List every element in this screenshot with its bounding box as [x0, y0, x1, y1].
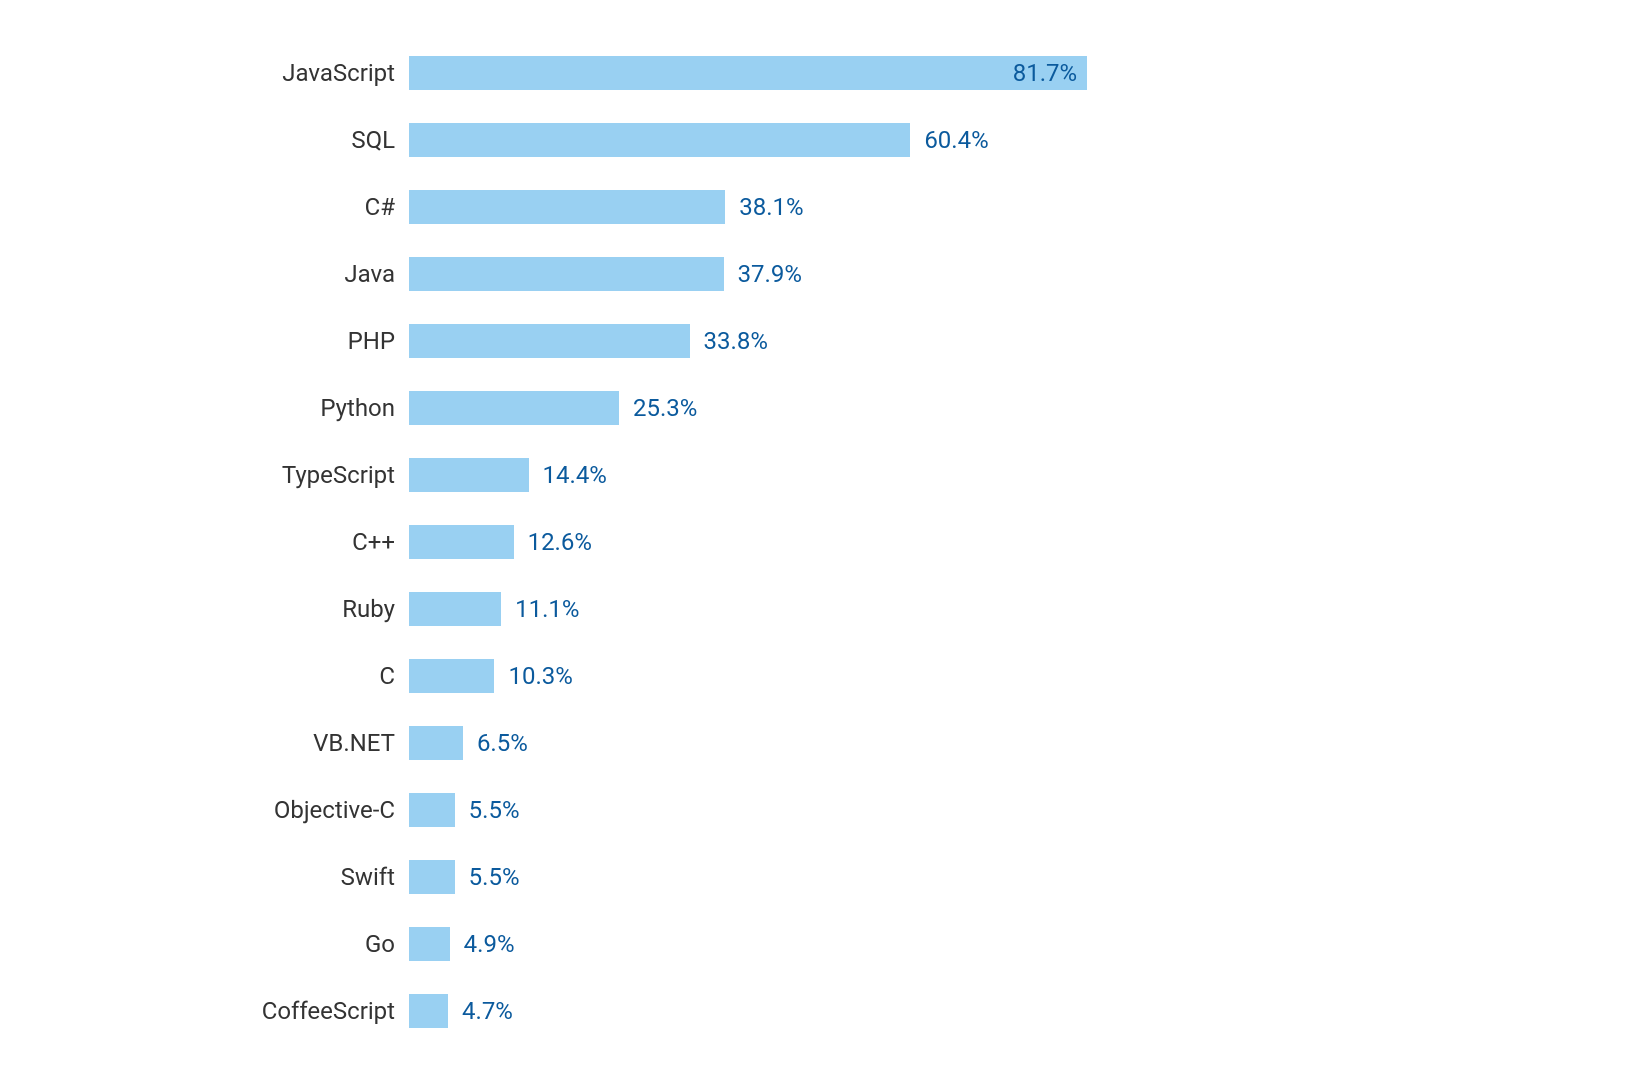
bar	[409, 525, 514, 559]
category-label: CoffeeScript	[60, 999, 409, 1023]
category-label: C	[60, 664, 409, 688]
category-label: TypeScript	[60, 463, 409, 487]
bar-track: 5.5%	[409, 860, 1570, 894]
value-label: 4.9%	[464, 932, 515, 956]
bar	[409, 860, 455, 894]
bar	[409, 324, 690, 358]
bar	[409, 659, 494, 693]
value-label: 6.5%	[477, 731, 528, 755]
bar	[409, 592, 501, 626]
bar	[409, 793, 455, 827]
bar-row: Objective-C 5.5%	[60, 776, 1570, 843]
bar-row: Ruby 11.1%	[60, 576, 1570, 643]
bar-track: 37.9%	[409, 257, 1570, 291]
value-label: 4.7%	[462, 999, 513, 1023]
bar-track: 12.6%	[409, 525, 1570, 559]
value-label: 5.5%	[469, 865, 520, 889]
category-label: JavaScript	[60, 61, 409, 85]
value-label: 60.4%	[924, 128, 988, 152]
category-label: SQL	[60, 128, 409, 152]
value-label: 37.9%	[738, 262, 802, 286]
horizontal-bar-chart: JavaScript 81.7% SQL 60.4% C# 38.1% Java 37.9% P…	[60, 40, 1570, 1044]
bar-track: 11.1%	[409, 592, 1570, 626]
bar	[409, 190, 725, 224]
bar-row: TypeScript 14.4%	[60, 442, 1570, 509]
bar-track: 38.1%	[409, 190, 1570, 224]
bar	[409, 391, 619, 425]
value-label: 33.8%	[704, 329, 768, 353]
bar-track: 25.3%	[409, 391, 1570, 425]
category-label: PHP	[60, 329, 409, 353]
chart-container: JavaScript 81.7% SQL 60.4% C# 38.1% Java 37.9% P…	[0, 0, 1630, 1084]
bar-row: Swift 5.5%	[60, 843, 1570, 910]
bar-row: Go 4.9%	[60, 910, 1570, 977]
bar-track: 5.5%	[409, 793, 1570, 827]
bar-track: 33.8%	[409, 324, 1570, 358]
bar	[409, 123, 910, 157]
bar-track: 4.7%	[409, 994, 1570, 1028]
category-label: Ruby	[60, 597, 409, 621]
bar-track: 10.3%	[409, 659, 1570, 693]
bar-row: PHP 33.8%	[60, 308, 1570, 375]
category-label: Python	[60, 396, 409, 420]
bar-row: VB.NET 6.5%	[60, 709, 1570, 776]
category-label: VB.NET	[60, 731, 409, 755]
bar	[409, 458, 529, 492]
bar	[409, 726, 463, 760]
value-label: 81.7%	[1013, 61, 1077, 85]
bar	[409, 257, 724, 291]
value-label: 11.1%	[515, 597, 579, 621]
value-label: 25.3%	[633, 396, 697, 420]
bar-track: 14.4%	[409, 458, 1570, 492]
bar-track: 60.4%	[409, 123, 1570, 157]
bar-row: Python 25.3%	[60, 375, 1570, 442]
bar-track: 6.5%	[409, 726, 1570, 760]
category-label: Swift	[60, 865, 409, 889]
category-label: Java	[60, 262, 409, 286]
category-label: C#	[60, 195, 409, 219]
value-label: 38.1%	[739, 195, 803, 219]
bar-row: C 10.3%	[60, 642, 1570, 709]
bar	[409, 994, 448, 1028]
bar-track: 81.7%	[409, 56, 1570, 90]
bar-row: C++ 12.6%	[60, 509, 1570, 576]
bar-row: JavaScript 81.7%	[60, 40, 1570, 107]
bar	[409, 927, 450, 961]
bar-row: SQL 60.4%	[60, 107, 1570, 174]
category-label: Objective-C	[60, 798, 409, 822]
bar: 81.7%	[409, 56, 1087, 90]
bar-row: Java 37.9%	[60, 241, 1570, 308]
value-label: 12.6%	[528, 530, 592, 554]
value-label: 14.4%	[543, 463, 607, 487]
bar-row: C# 38.1%	[60, 174, 1570, 241]
bar-track: 4.9%	[409, 927, 1570, 961]
bar-row: CoffeeScript 4.7%	[60, 977, 1570, 1044]
value-label: 10.3%	[508, 664, 572, 688]
category-label: Go	[60, 932, 409, 956]
value-label: 5.5%	[469, 798, 520, 822]
category-label: C++	[60, 530, 409, 554]
